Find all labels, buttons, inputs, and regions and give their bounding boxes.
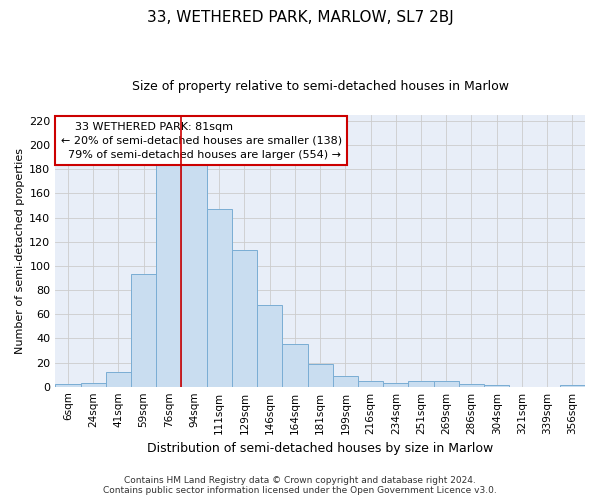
Bar xyxy=(383,383,409,386)
Bar xyxy=(308,364,333,386)
Bar xyxy=(257,304,283,386)
Text: 33, WETHERED PARK, MARLOW, SL7 2BJ: 33, WETHERED PARK, MARLOW, SL7 2BJ xyxy=(146,10,454,25)
Bar xyxy=(434,380,459,386)
Bar xyxy=(181,164,206,386)
Y-axis label: Number of semi-detached properties: Number of semi-detached properties xyxy=(15,148,25,354)
Bar xyxy=(232,250,257,386)
Text: Contains HM Land Registry data © Crown copyright and database right 2024.
Contai: Contains HM Land Registry data © Crown c… xyxy=(103,476,497,495)
Bar xyxy=(106,372,131,386)
X-axis label: Distribution of semi-detached houses by size in Marlow: Distribution of semi-detached houses by … xyxy=(147,442,493,455)
Bar xyxy=(459,384,484,386)
Bar xyxy=(283,344,308,387)
Title: Size of property relative to semi-detached houses in Marlow: Size of property relative to semi-detach… xyxy=(131,80,509,93)
Bar xyxy=(358,380,383,386)
Bar xyxy=(206,209,232,386)
Bar xyxy=(409,380,434,386)
Bar xyxy=(156,164,181,386)
Text: 33 WETHERED PARK: 81sqm
← 20% of semi-detached houses are smaller (138)
  79% of: 33 WETHERED PARK: 81sqm ← 20% of semi-de… xyxy=(61,122,342,160)
Bar xyxy=(333,376,358,386)
Bar xyxy=(80,383,106,386)
Bar xyxy=(131,274,156,386)
Bar xyxy=(55,384,80,386)
